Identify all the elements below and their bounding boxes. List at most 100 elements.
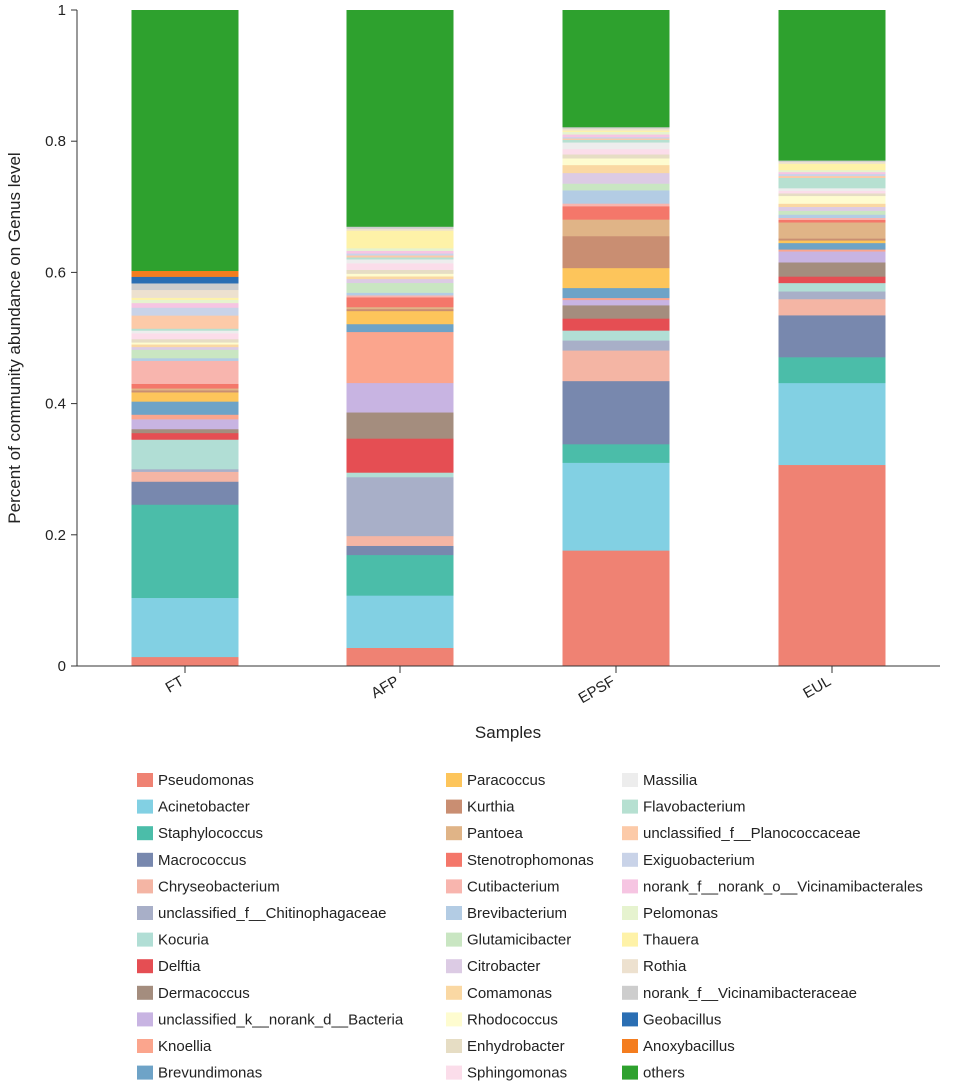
bar-segment — [779, 283, 886, 292]
bar-segment — [779, 170, 886, 172]
bar-segment — [347, 253, 454, 255]
legend-label: Exiguobacterium — [643, 852, 755, 869]
legend-label: Paracoccus — [467, 772, 545, 789]
bar-segment — [132, 271, 239, 277]
bar-segment — [563, 134, 670, 137]
bar-segment — [563, 268, 670, 288]
bar-segment — [347, 536, 454, 546]
legend-item: unclassified_k__norank_d__Bacteria — [137, 1011, 404, 1028]
bars-layer — [132, 10, 886, 666]
legend-label: norank_f__Vicinamibacteraceae — [643, 985, 857, 1002]
legend-item: Citrobacter — [446, 958, 540, 975]
stacked-bar-chart: 00.20.40.60.81 FT AFP EPSF EUL Percent of c… — [0, 0, 957, 1085]
legend-item: Acinetobacter — [137, 799, 250, 816]
bar-segment — [132, 300, 239, 304]
bar-segment — [132, 472, 239, 482]
bar-segment — [779, 164, 886, 171]
legend-swatch — [622, 933, 638, 947]
bar-segment — [132, 307, 239, 315]
bar-segment — [132, 469, 239, 472]
legend-item: Staphylococcus — [137, 825, 263, 842]
bar-segment — [132, 361, 239, 384]
legend: Pseudomonas Acinetobacter Staphylococcus Ma… — [137, 772, 923, 1082]
bar-stack-epsf — [563, 10, 670, 666]
bar-segment — [132, 657, 239, 666]
bar-segment — [563, 236, 670, 268]
legend-item: norank_f__Vicinamibacteraceae — [622, 985, 857, 1002]
legend-label: Massilia — [643, 772, 698, 789]
bar-segment — [347, 10, 454, 227]
legend-swatch — [622, 986, 638, 1000]
legend-item: Cutibacterium — [446, 878, 560, 895]
legend-item: unclassified_f__Planococcaceae — [622, 825, 861, 842]
legend-swatch — [446, 879, 462, 893]
bar-segment — [779, 291, 886, 299]
legend-swatch — [622, 1012, 638, 1026]
bar-segment — [563, 350, 670, 381]
bar-segment — [132, 303, 239, 308]
legend-item: Chryseobacterium — [137, 878, 280, 895]
legend-label: Rothia — [643, 958, 687, 975]
bar-segment — [347, 293, 454, 296]
bar-segment — [779, 220, 886, 223]
bar-segment — [132, 598, 239, 657]
bar-segment — [132, 333, 239, 339]
bar-segment — [347, 263, 454, 270]
bar-segment — [563, 550, 670, 666]
bar-segment — [132, 344, 239, 347]
legend-label: Brevibacterium — [467, 905, 567, 922]
bar-segment — [132, 419, 239, 429]
bar-segment — [779, 10, 886, 161]
x-ticks: FT AFP EPSF EUL — [163, 666, 834, 707]
bar-stack-eul — [779, 10, 886, 666]
y-tick-label: 0.6 — [45, 264, 66, 281]
bar-segment — [779, 207, 886, 211]
bar-segment — [779, 162, 886, 164]
bar-segment — [563, 149, 670, 155]
bar-segment — [347, 274, 454, 277]
legend-item: norank_f__norank_o__Vicinamibacterales — [622, 878, 923, 895]
legend-swatch — [137, 826, 153, 840]
bar-segment — [347, 477, 454, 536]
bar-segment — [132, 315, 239, 328]
bar-segment — [779, 251, 886, 262]
legend-swatch — [137, 933, 153, 947]
bar-segment — [347, 283, 454, 293]
legend-item: Flavobacterium — [622, 799, 746, 816]
legend-label: unclassified_f__Chitinophagaceae — [158, 905, 387, 922]
bar-segment — [132, 401, 239, 414]
bar-segment — [347, 648, 454, 667]
bar-segment — [563, 203, 670, 206]
bar-segment — [347, 324, 454, 332]
bar-segment — [779, 188, 886, 191]
bar-segment — [347, 555, 454, 596]
bar-segment — [563, 300, 670, 306]
bar-segment — [132, 392, 239, 401]
legend-swatch — [446, 1066, 462, 1080]
bar-segment — [132, 388, 239, 390]
legend-label: Pelomonas — [643, 905, 718, 922]
legend-item: Enhydrobacter — [446, 1038, 565, 1055]
legend-swatch — [446, 1039, 462, 1053]
bar-stack-ft — [132, 10, 239, 666]
legend-swatch — [137, 800, 153, 814]
legend-swatch — [137, 773, 153, 787]
legend-item: Rhodococcus — [446, 1011, 558, 1028]
legend-label: Thauera — [643, 932, 700, 949]
legend-swatch — [446, 1012, 462, 1026]
legend-item: Exiguobacterium — [622, 852, 755, 869]
legend-label: Dermacoccus — [158, 985, 250, 1002]
legend-item: Knoellia — [137, 1038, 212, 1055]
legend-swatch — [137, 853, 153, 867]
legend-label: Knoellia — [158, 1038, 212, 1055]
bar-segment — [779, 222, 886, 238]
legend-item: Brevundimonas — [137, 1065, 262, 1082]
legend-swatch — [622, 879, 638, 893]
legend-item: Glutamicibacter — [446, 932, 571, 949]
y-tick-label: 0.4 — [45, 396, 66, 413]
bar-segment — [779, 238, 886, 240]
legend-label: unclassified_k__norank_d__Bacteria — [158, 1011, 404, 1028]
legend-label: Enhydrobacter — [467, 1038, 565, 1055]
bar-segment — [779, 176, 886, 178]
legend-label: unclassified_f__Planococcaceae — [643, 825, 861, 842]
